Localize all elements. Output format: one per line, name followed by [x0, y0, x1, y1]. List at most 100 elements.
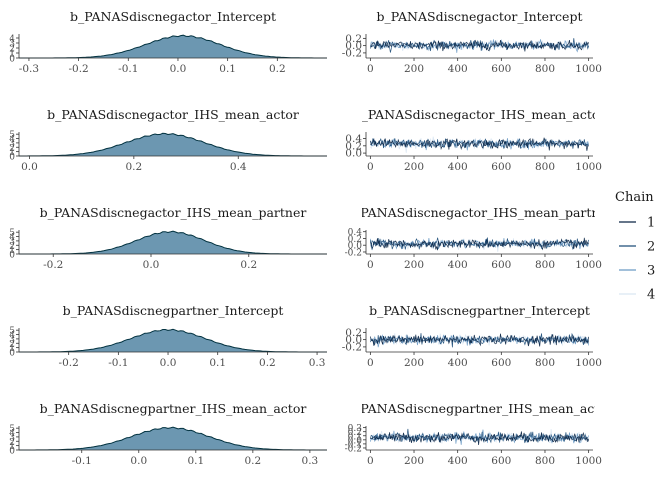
- x-tick-label: -0.3: [19, 63, 39, 75]
- x-tick-label: 400: [448, 63, 468, 75]
- trace-chain-1: [370, 237, 589, 251]
- x-tick-label: -0.1: [72, 455, 92, 467]
- x-tick-label: 0.2: [259, 357, 276, 369]
- x-tick-label: 0.0: [160, 357, 177, 369]
- panel-title: b_PANASdiscnegactor_Intercept: [70, 9, 276, 24]
- y-tick-label: 1: [9, 50, 15, 60]
- x-tick-label: 400: [448, 357, 468, 369]
- x-tick-label: 800: [535, 455, 555, 467]
- y-tick-label: -0.2: [345, 248, 362, 258]
- y-tick-label: 0: [9, 447, 15, 457]
- density-outline: [19, 426, 327, 451]
- trace-panel-3: b_PANASdiscnegactor_IHS_mean_partner 0 200…: [345, 205, 613, 271]
- x-tick-label: 200: [404, 161, 424, 173]
- y-tick-label: 0.2: [345, 33, 362, 45]
- x-tick-label: 0.1: [219, 63, 236, 75]
- panel-title: b_PANASdiscnegactor_IHS_mean_actor: [354, 107, 606, 122]
- y-tick-label: 4: [9, 35, 15, 45]
- y-tick-label: 2: [9, 242, 15, 252]
- x-tick-label: 0.3: [302, 455, 319, 467]
- y-tick-label: 3: [9, 433, 15, 443]
- x-tick-label: 800: [535, 63, 555, 75]
- y-tick-label: 0.2: [345, 327, 362, 339]
- legend-label-4: 4: [647, 288, 655, 303]
- y-tick-label: -0.2: [345, 444, 362, 454]
- x-tick-label: 0: [367, 63, 374, 75]
- x-tick-label: 0.0: [130, 455, 147, 467]
- x-tick-label: 0: [367, 357, 374, 369]
- y-tick-label: -0.2: [342, 47, 362, 59]
- y-tick-label: 0.0: [345, 40, 362, 52]
- y-tick-label: 1: [9, 246, 15, 256]
- y-tick-label: 4: [9, 429, 15, 439]
- x-tick-label: 200: [404, 455, 424, 467]
- x-tick-label: -0.1: [108, 357, 128, 369]
- x-tick-label: 0.3: [309, 357, 326, 369]
- y-tick-label: 0.0: [345, 334, 362, 346]
- x-tick-label: 400: [448, 161, 468, 173]
- y-tick-label: 0.4: [345, 133, 362, 145]
- y-tick-label: 4: [9, 135, 15, 145]
- y-tick-label: 5: [9, 229, 15, 239]
- trace-chain-2: [370, 237, 589, 251]
- x-tick-label: 0.4: [230, 161, 247, 173]
- panel-title: b_PANASdiscnegactor_IHS_mean_actor: [47, 107, 299, 122]
- x-tick-label: -0.2: [59, 357, 79, 369]
- trace-chain-1: [370, 39, 589, 52]
- y-tick-label: 3: [9, 335, 15, 345]
- x-tick-label: 600: [491, 161, 511, 173]
- trace-chain-3: [370, 138, 589, 151]
- x-tick-label: 200: [404, 357, 424, 369]
- density-panel-5: b_PANASdiscnegpartner_IHS_mean_actor -0.1…: [9, 401, 327, 467]
- density-area: [19, 133, 327, 156]
- y-tick-label: 4: [9, 331, 15, 341]
- y-tick-label: 0.1: [348, 432, 362, 442]
- y-tick-label: 0.0: [348, 436, 363, 446]
- legend-label-3: 3: [647, 264, 655, 279]
- y-tick-label: 0.2: [345, 140, 362, 152]
- x-tick-label: 1000: [575, 63, 602, 75]
- x-tick-label: 0: [367, 259, 374, 271]
- trace-chain-2: [370, 137, 589, 150]
- trace-chain-1: [370, 137, 589, 151]
- trace-panel-5: b_PANASdiscnegpartner_IHS_mean_actor 0 200…: [345, 401, 613, 467]
- density-panel-1: b_PANASdiscnegactor_Intercept -0.3 -0.2 -0.…: [9, 9, 327, 75]
- y-tick-label: 1: [9, 442, 15, 452]
- panel-title: b_PANASdiscnegpartner_IHS_mean_actor: [346, 401, 613, 416]
- x-tick-label: 200: [404, 259, 424, 271]
- y-tick-label: 0: [9, 153, 15, 163]
- x-tick-label: 0.1: [209, 357, 226, 369]
- x-tick-label: 400: [448, 455, 468, 467]
- density-panel-3: b_PANASdiscnegactor_IHS_mean_partner -0.2…: [9, 205, 327, 271]
- panel-title: b_PANASdiscnegactor_IHS_mean_partner: [346, 205, 613, 220]
- trace-panel-4: b_PANASdiscnegpartner_Intercept 0 200 400 60…: [342, 303, 602, 369]
- trace-panel-1: b_PANASdiscnegactor_Intercept 0 200 400 600 8…: [342, 9, 602, 75]
- x-tick-label: 0.0: [143, 259, 160, 271]
- x-tick-label: 0.1: [187, 455, 204, 467]
- trace-panel-2: b_PANASdiscnegactor_IHS_mean_actor 0 200 40…: [345, 107, 606, 173]
- panel-title: b_PANASdiscnegpartner_Intercept: [369, 303, 590, 318]
- x-tick-label: -0.2: [43, 259, 63, 271]
- legend: Chain 1 2 3 4: [615, 190, 655, 303]
- panel-title: b_PANASdiscnegactor_Intercept: [377, 9, 583, 24]
- x-tick-label: 0.2: [125, 161, 142, 173]
- y-tick-label: 0: [9, 349, 15, 359]
- y-tick-label: 0.2: [348, 235, 362, 245]
- panel-title: b_PANASdiscnegpartner_IHS_mean_actor: [40, 401, 307, 416]
- trace-chain-1: [370, 431, 589, 446]
- y-tick-label: 2: [9, 340, 15, 350]
- x-tick-label: 600: [491, 455, 511, 467]
- y-tick-label: 0.4: [348, 228, 363, 238]
- x-tick-label: 0: [367, 161, 374, 173]
- x-tick-label: 0.0: [170, 63, 187, 75]
- x-tick-label: 1000: [575, 455, 602, 467]
- x-tick-label: 0.2: [269, 63, 286, 75]
- x-tick-label: 1000: [575, 357, 602, 369]
- y-tick-label: 3: [9, 139, 15, 149]
- y-tick-label: 0.0: [348, 242, 363, 252]
- x-tick-label: 800: [535, 259, 555, 271]
- x-tick-label: 0: [367, 455, 374, 467]
- x-tick-label: 400: [448, 259, 468, 271]
- y-tick-label: 5: [9, 131, 15, 141]
- legend-label-2: 2: [647, 240, 655, 255]
